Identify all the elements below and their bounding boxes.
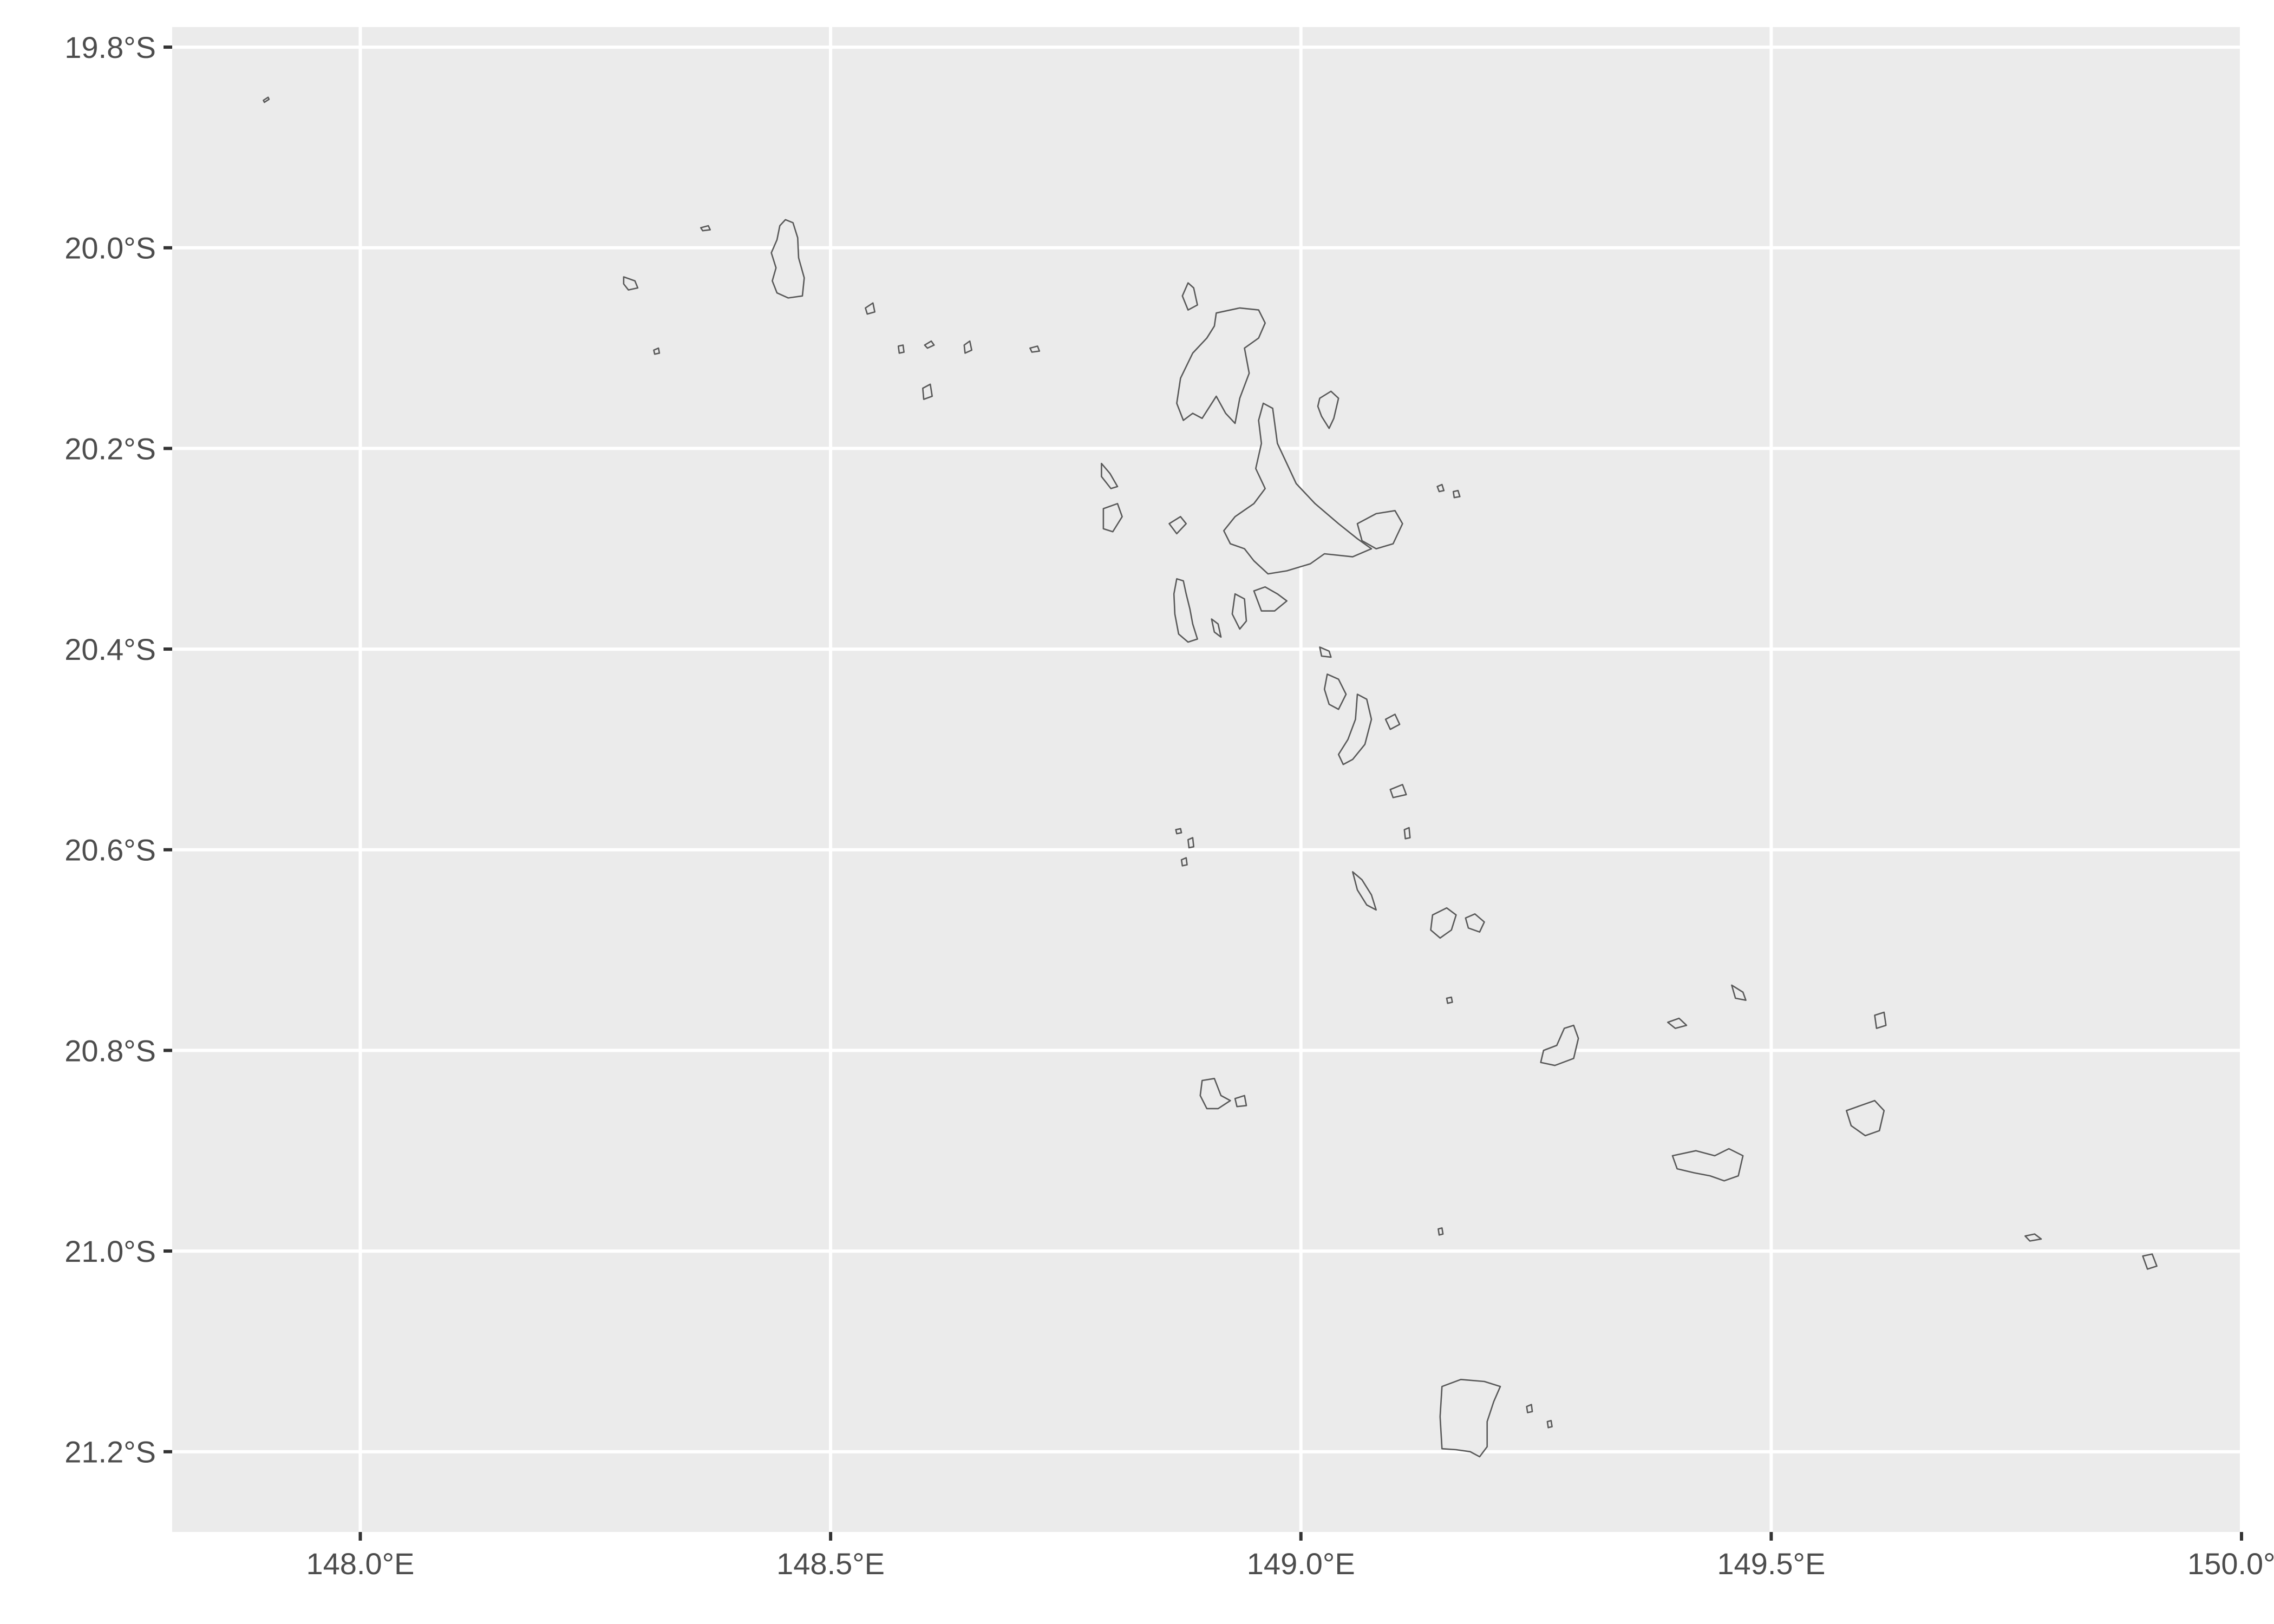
island-s8	[1352, 871, 1377, 911]
islet-east-b	[1452, 489, 1461, 499]
island-sw-cluster-2	[1253, 586, 1288, 612]
y-tick-label-6: 21.0°S	[64, 1234, 156, 1268]
x-axis: 148.0°E 148.5°E 149.0°E 149.5°E 150.0°E	[306, 1532, 2274, 1581]
islet-nw	[263, 96, 270, 103]
whitsunday-north	[1176, 307, 1266, 424]
y-tick-label-0: 19.8°S	[64, 30, 156, 64]
island-s-group	[1323, 673, 1347, 710]
islet-east-a	[1436, 483, 1445, 493]
islet-i	[922, 383, 933, 400]
islet-s16	[1731, 984, 1747, 1001]
islet-s15	[1667, 1017, 1688, 1029]
y-axis: 19.8°S 20.0°S 20.2°S 20.4°S 20.6°S 20.8°S 21.0…	[64, 30, 172, 1469]
island-s9	[1430, 907, 1457, 939]
islet-c	[653, 347, 661, 355]
island-large-west	[770, 219, 805, 299]
x-tick-label-1: 148.5°E	[776, 1547, 885, 1581]
y-tick-label-4: 20.6°S	[64, 833, 156, 867]
islet-d	[865, 302, 875, 315]
y-tick-label-3: 20.4°S	[64, 632, 156, 666]
x-tick-label-4: 150.0°E	[2187, 1547, 2274, 1581]
island-w2	[1102, 502, 1123, 533]
y-tick-label-2: 20.2°S	[64, 431, 156, 466]
island-cluster-east	[1356, 509, 1403, 550]
islet-s21	[2024, 1233, 2042, 1242]
islet-s5	[1175, 828, 1182, 835]
island-s18	[1846, 1099, 1885, 1137]
island-w1	[1101, 462, 1119, 489]
islet-w4	[1211, 618, 1222, 638]
island-s19	[1671, 1148, 1744, 1182]
y-tick-label-1: 20.0°S	[64, 231, 156, 265]
y-tick-label-7: 21.2°S	[64, 1435, 156, 1469]
islet-s11	[1446, 996, 1453, 1004]
islet-s17	[1874, 1011, 1887, 1029]
islet-s13	[1234, 1095, 1247, 1108]
islet-s2	[1384, 713, 1401, 730]
islet-g	[963, 340, 972, 354]
islet-e	[897, 344, 905, 354]
graticule	[172, 27, 2243, 1532]
island-s12	[1199, 1078, 1231, 1110]
islet-s23	[1526, 1404, 1533, 1413]
island-w3	[1168, 516, 1187, 535]
island-sw-cluster	[1231, 593, 1247, 630]
island-s-group-2	[1337, 693, 1373, 765]
islet-s22	[2142, 1253, 2158, 1270]
island-long-w	[1173, 578, 1198, 643]
islet-b	[623, 276, 639, 291]
whitsunday-island	[1223, 402, 1373, 575]
islet-s24	[1546, 1420, 1553, 1429]
island-layer	[263, 96, 2158, 1458]
island-s14	[1540, 1024, 1579, 1066]
x-tick-label-2: 149.0°E	[1247, 1547, 1355, 1581]
islet-s6	[1187, 837, 1194, 849]
islet-h	[1029, 345, 1041, 353]
x-tick-label-0: 148.0°E	[306, 1547, 415, 1581]
islet-s3	[1389, 784, 1407, 798]
islet-s20	[1437, 1227, 1444, 1236]
hook-island	[1181, 282, 1198, 311]
island-south-large	[1439, 1379, 1501, 1458]
axes: 148.0°E 148.5°E 149.0°E 149.5°E 150.0°E 19.8…	[64, 30, 2274, 1581]
island-e1	[1317, 390, 1339, 429]
x-tick-label-3: 149.5°E	[1717, 1547, 1825, 1581]
islet-s7	[1180, 857, 1188, 867]
islet-s4	[1403, 827, 1411, 840]
islet-f	[924, 340, 935, 349]
y-tick-label-5: 20.8°S	[64, 1033, 156, 1068]
map-panel	[172, 27, 2242, 1532]
island-s10	[1465, 913, 1485, 933]
islet-a	[700, 225, 711, 232]
islet-s1	[1319, 646, 1332, 658]
